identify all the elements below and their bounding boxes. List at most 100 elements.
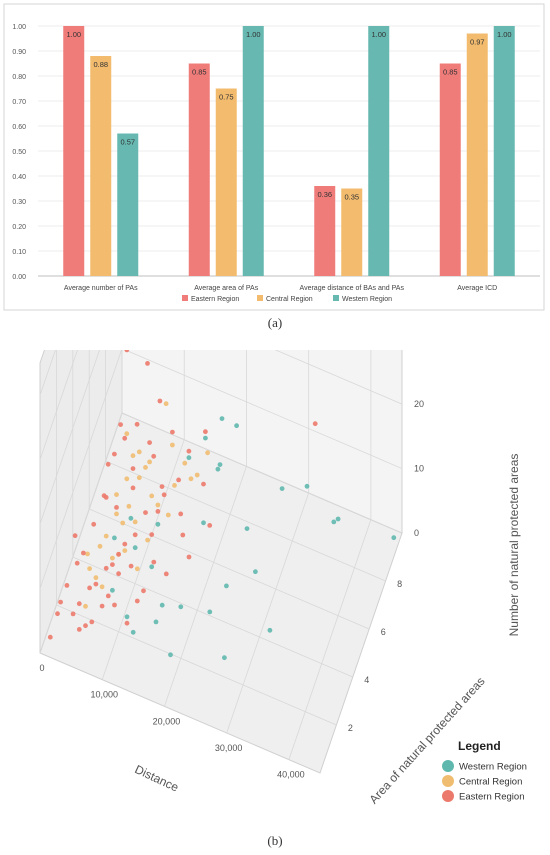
gridline: [39, 350, 100, 525]
scatter-point: [145, 537, 151, 543]
scatter-point: [134, 566, 140, 572]
y-tick-label: 0.00: [12, 274, 26, 281]
z-tick-label: 10: [414, 464, 424, 474]
bar: [466, 33, 488, 276]
scatter-point: [215, 466, 221, 472]
legend-swatch: [182, 295, 188, 301]
scatter-point: [159, 484, 165, 489]
scatter-point: [83, 603, 88, 609]
scatter-point: [132, 532, 138, 538]
scatter-point: [149, 532, 155, 537]
scatter-point: [207, 523, 213, 528]
scatter-point: [141, 588, 146, 594]
scatter-point: [234, 423, 240, 429]
scatter-point: [130, 453, 136, 459]
scatter-point: [55, 611, 60, 617]
gridlines: [39, 350, 403, 760]
scatter-point: [99, 584, 105, 590]
scatter-point: [110, 555, 115, 561]
scatter-point: [128, 515, 134, 521]
scatter-point: [188, 476, 194, 482]
scatter-point: [124, 350, 130, 353]
scatter-point: [99, 603, 105, 609]
scatter-point: [331, 519, 337, 525]
scatter-point: [159, 602, 165, 608]
scatter-point: [186, 455, 192, 461]
category-label: Average distance of BAs and PAs: [300, 285, 405, 292]
scatter-point: [134, 598, 140, 604]
scatter-point: [126, 503, 132, 509]
gridline: [39, 350, 56, 396]
legend: Eastern Region Central Region Western Regi…: [182, 295, 392, 303]
scatter-point: [132, 519, 138, 525]
scatter-point: [201, 481, 206, 487]
bar: [117, 133, 139, 276]
scatter-point: [114, 505, 119, 510]
scatter-point: [114, 492, 119, 497]
scatter-point: [83, 623, 88, 629]
caption-a: (a): [267, 315, 283, 330]
bars: [63, 26, 515, 276]
scatter-point: [163, 571, 169, 577]
gridline: [39, 350, 122, 589]
bar: [215, 88, 237, 276]
gridline: [101, 439, 185, 680]
gridline: [72, 556, 353, 678]
bar: [63, 26, 85, 276]
scatter-point: [165, 512, 171, 518]
scatter-point: [122, 435, 128, 441]
scatter-point: [103, 533, 109, 539]
scatter-point: [112, 535, 117, 541]
bar-value-label: 1.00: [497, 30, 512, 39]
scatter-point: [194, 472, 200, 478]
gridline: [56, 604, 337, 726]
scatter-point: [201, 520, 206, 526]
scatter-point: [155, 521, 161, 527]
gridline: [124, 350, 403, 469]
scatter-point: [122, 541, 128, 547]
z-axis-label: Number of natural protected areas: [507, 454, 521, 637]
scatter-point: [89, 619, 95, 625]
x-tick-label: 10,000: [90, 690, 118, 700]
bar-value-label: 0.57: [120, 138, 135, 147]
y-tick-label: 0.70: [12, 99, 26, 106]
scatter-point: [172, 483, 177, 488]
scatter-point: [203, 435, 208, 441]
scatter-point: [224, 583, 229, 589]
legend-label: Eastern Region: [191, 296, 239, 303]
bar-value-label: 0.97: [470, 38, 485, 47]
y-tick-label: 6: [381, 627, 386, 637]
scatter-point: [134, 421, 140, 427]
legend-marker: [442, 775, 454, 787]
scatter-point: [124, 614, 130, 620]
scatter-point: [118, 422, 123, 427]
caption-b: (b): [267, 833, 283, 848]
scatter-point: [182, 460, 188, 466]
bar-value-label: 0.85: [192, 68, 207, 77]
x-axis-label: Distance: [133, 762, 182, 795]
scatter-points: [47, 350, 397, 661]
scatter-point: [110, 587, 115, 593]
scatter-point: [81, 550, 86, 556]
y-tick-label: 4: [364, 675, 369, 685]
scatter-point: [130, 466, 136, 471]
legend-marker: [442, 760, 454, 772]
bar: [439, 63, 461, 276]
x-tick-label: 20,000: [153, 716, 181, 726]
category-labels: Average number of PAs Average area of PAs…: [64, 285, 497, 292]
legend-swatch: [333, 295, 339, 301]
scatter-point: [116, 571, 121, 577]
scatter-point: [157, 398, 163, 404]
bar-chart: 0.00 0.10 0.20 0.30 0.40 0.50 0.60 0.70 0.80 0.90…: [3, 3, 545, 311]
scatter-point: [130, 485, 136, 491]
gridline: [39, 350, 78, 460]
gridline: [39, 412, 123, 654]
legend-label: Central Region: [459, 777, 522, 788]
y-tick-label: 0.90: [12, 49, 26, 56]
legend-swatch: [257, 295, 263, 301]
y-tick-label: 0.30: [12, 199, 26, 206]
bar-value-label: 0.85: [443, 68, 458, 77]
scatter-point: [87, 585, 92, 591]
y-tick-label: 0.60: [12, 124, 26, 131]
x-tick-label: 30,000: [215, 743, 243, 753]
